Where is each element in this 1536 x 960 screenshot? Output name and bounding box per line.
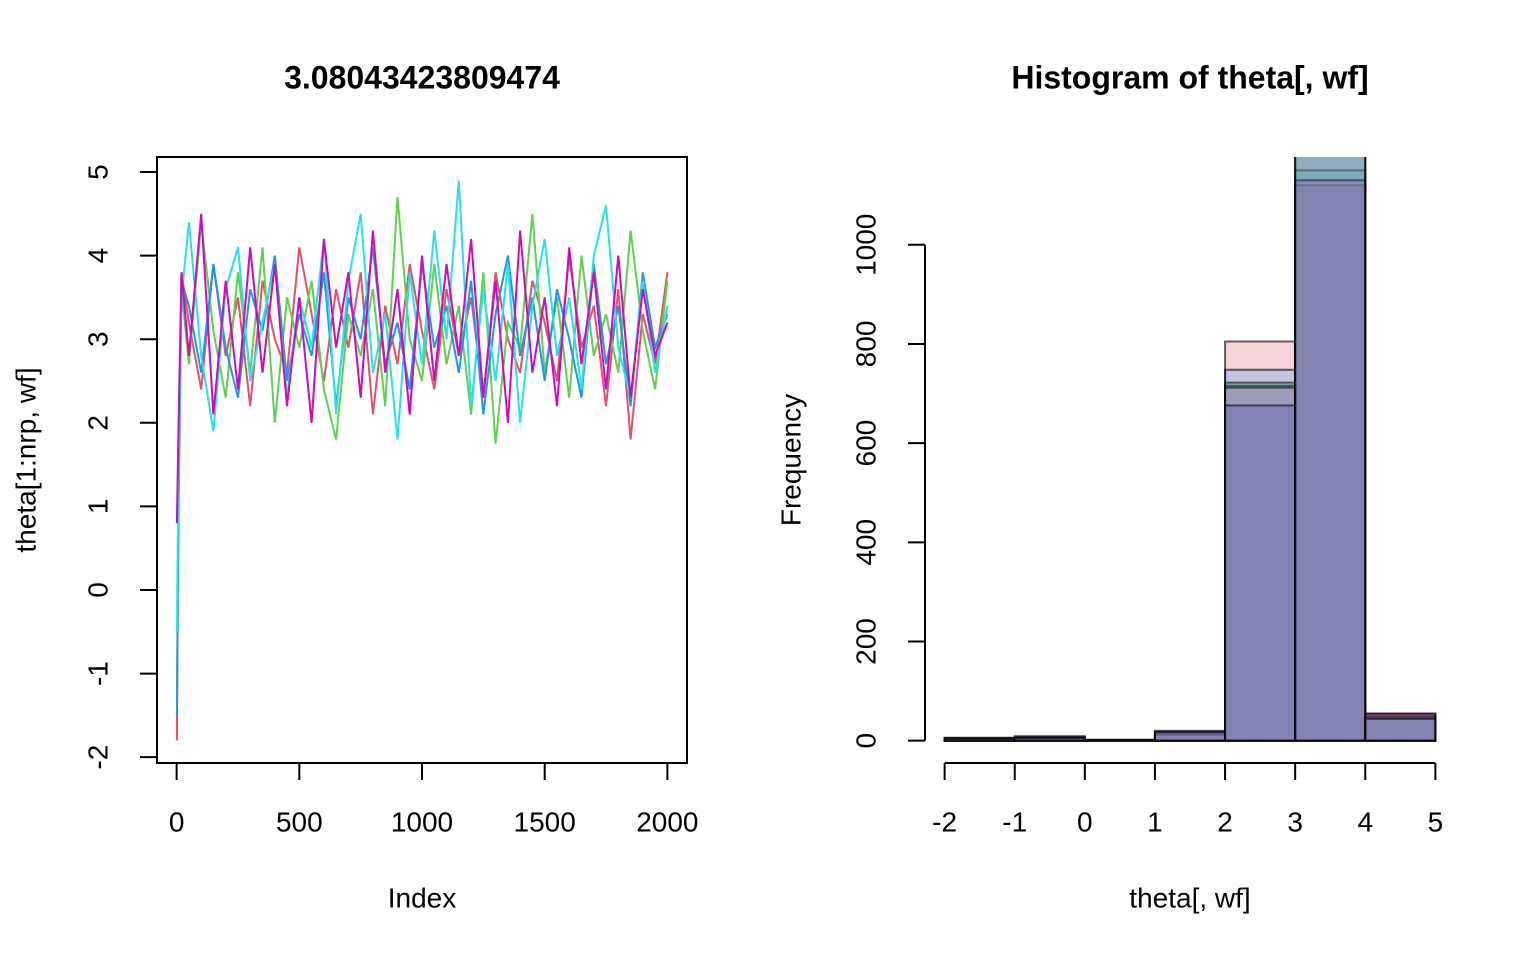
y-tick-label: 4 (82, 248, 113, 264)
y-tick-label: 200 (850, 618, 881, 665)
histogram-bar (1013, 736, 1086, 742)
histogram-bar (1294, 157, 1367, 742)
x-tick-label: 1500 (514, 806, 576, 837)
trace-line (175, 247, 669, 741)
trace-line (175, 213, 669, 524)
x-tick-label: 0 (1077, 806, 1093, 837)
y-tick-label: 0 (850, 733, 881, 749)
histogram-bar (1153, 730, 1227, 742)
x-tick-label: 500 (276, 806, 323, 837)
y-tick-label: 600 (850, 420, 881, 467)
histogram-bar (943, 737, 1016, 742)
x-tick-label: -2 (932, 806, 957, 837)
histogram-bar (1224, 381, 1297, 742)
x-tick-label: 4 (1357, 806, 1373, 837)
y-tick-label: 3 (82, 331, 113, 347)
histogram-bar (1224, 404, 1297, 742)
y-tick-label: 0 (82, 582, 113, 598)
y-tick-label: -2 (82, 745, 113, 770)
x-tick-label: 2000 (636, 806, 698, 837)
histogram-bar (1224, 384, 1297, 742)
y-axis-label: Frequency (775, 394, 806, 526)
y-tick-label: 5 (82, 164, 113, 180)
y-tick-label: 2 (82, 415, 113, 431)
plot-area (175, 180, 669, 741)
plot-frame (156, 156, 688, 764)
trace-line (175, 247, 669, 716)
x-tick-label: 0 (169, 806, 185, 837)
x-tick-label: -1 (1002, 806, 1027, 837)
y-tick-label: -1 (82, 661, 113, 686)
trace-line (175, 180, 669, 632)
x-axis-label: Index (388, 882, 457, 913)
histogram-bar (1294, 184, 1367, 742)
plot-area (943, 157, 1437, 742)
y-tick-label: 400 (850, 519, 881, 566)
histogram-bar (1224, 368, 1297, 742)
chart-title: 3.08043423809474 (284, 59, 560, 95)
x-tick-label: 2 (1217, 806, 1233, 837)
histogram-bar (1364, 717, 1437, 742)
histogram-bar (1294, 169, 1367, 742)
y-tick-label: 1 (82, 499, 113, 515)
y-tick-label: 1000 (850, 214, 881, 276)
y-tick-label: 800 (850, 321, 881, 368)
chart-title: Histogram of theta[, wf] (1011, 59, 1368, 95)
y-axis-label: theta[1:nrp, wf] (10, 367, 41, 552)
x-tick-label: 5 (1428, 806, 1444, 837)
x-axis-label: theta[, wf] (1129, 882, 1250, 913)
x-tick-label: 1 (1147, 806, 1163, 837)
trace-line (175, 197, 669, 699)
x-tick-label: 3 (1287, 806, 1303, 837)
x-tick-label: 1000 (391, 806, 453, 837)
